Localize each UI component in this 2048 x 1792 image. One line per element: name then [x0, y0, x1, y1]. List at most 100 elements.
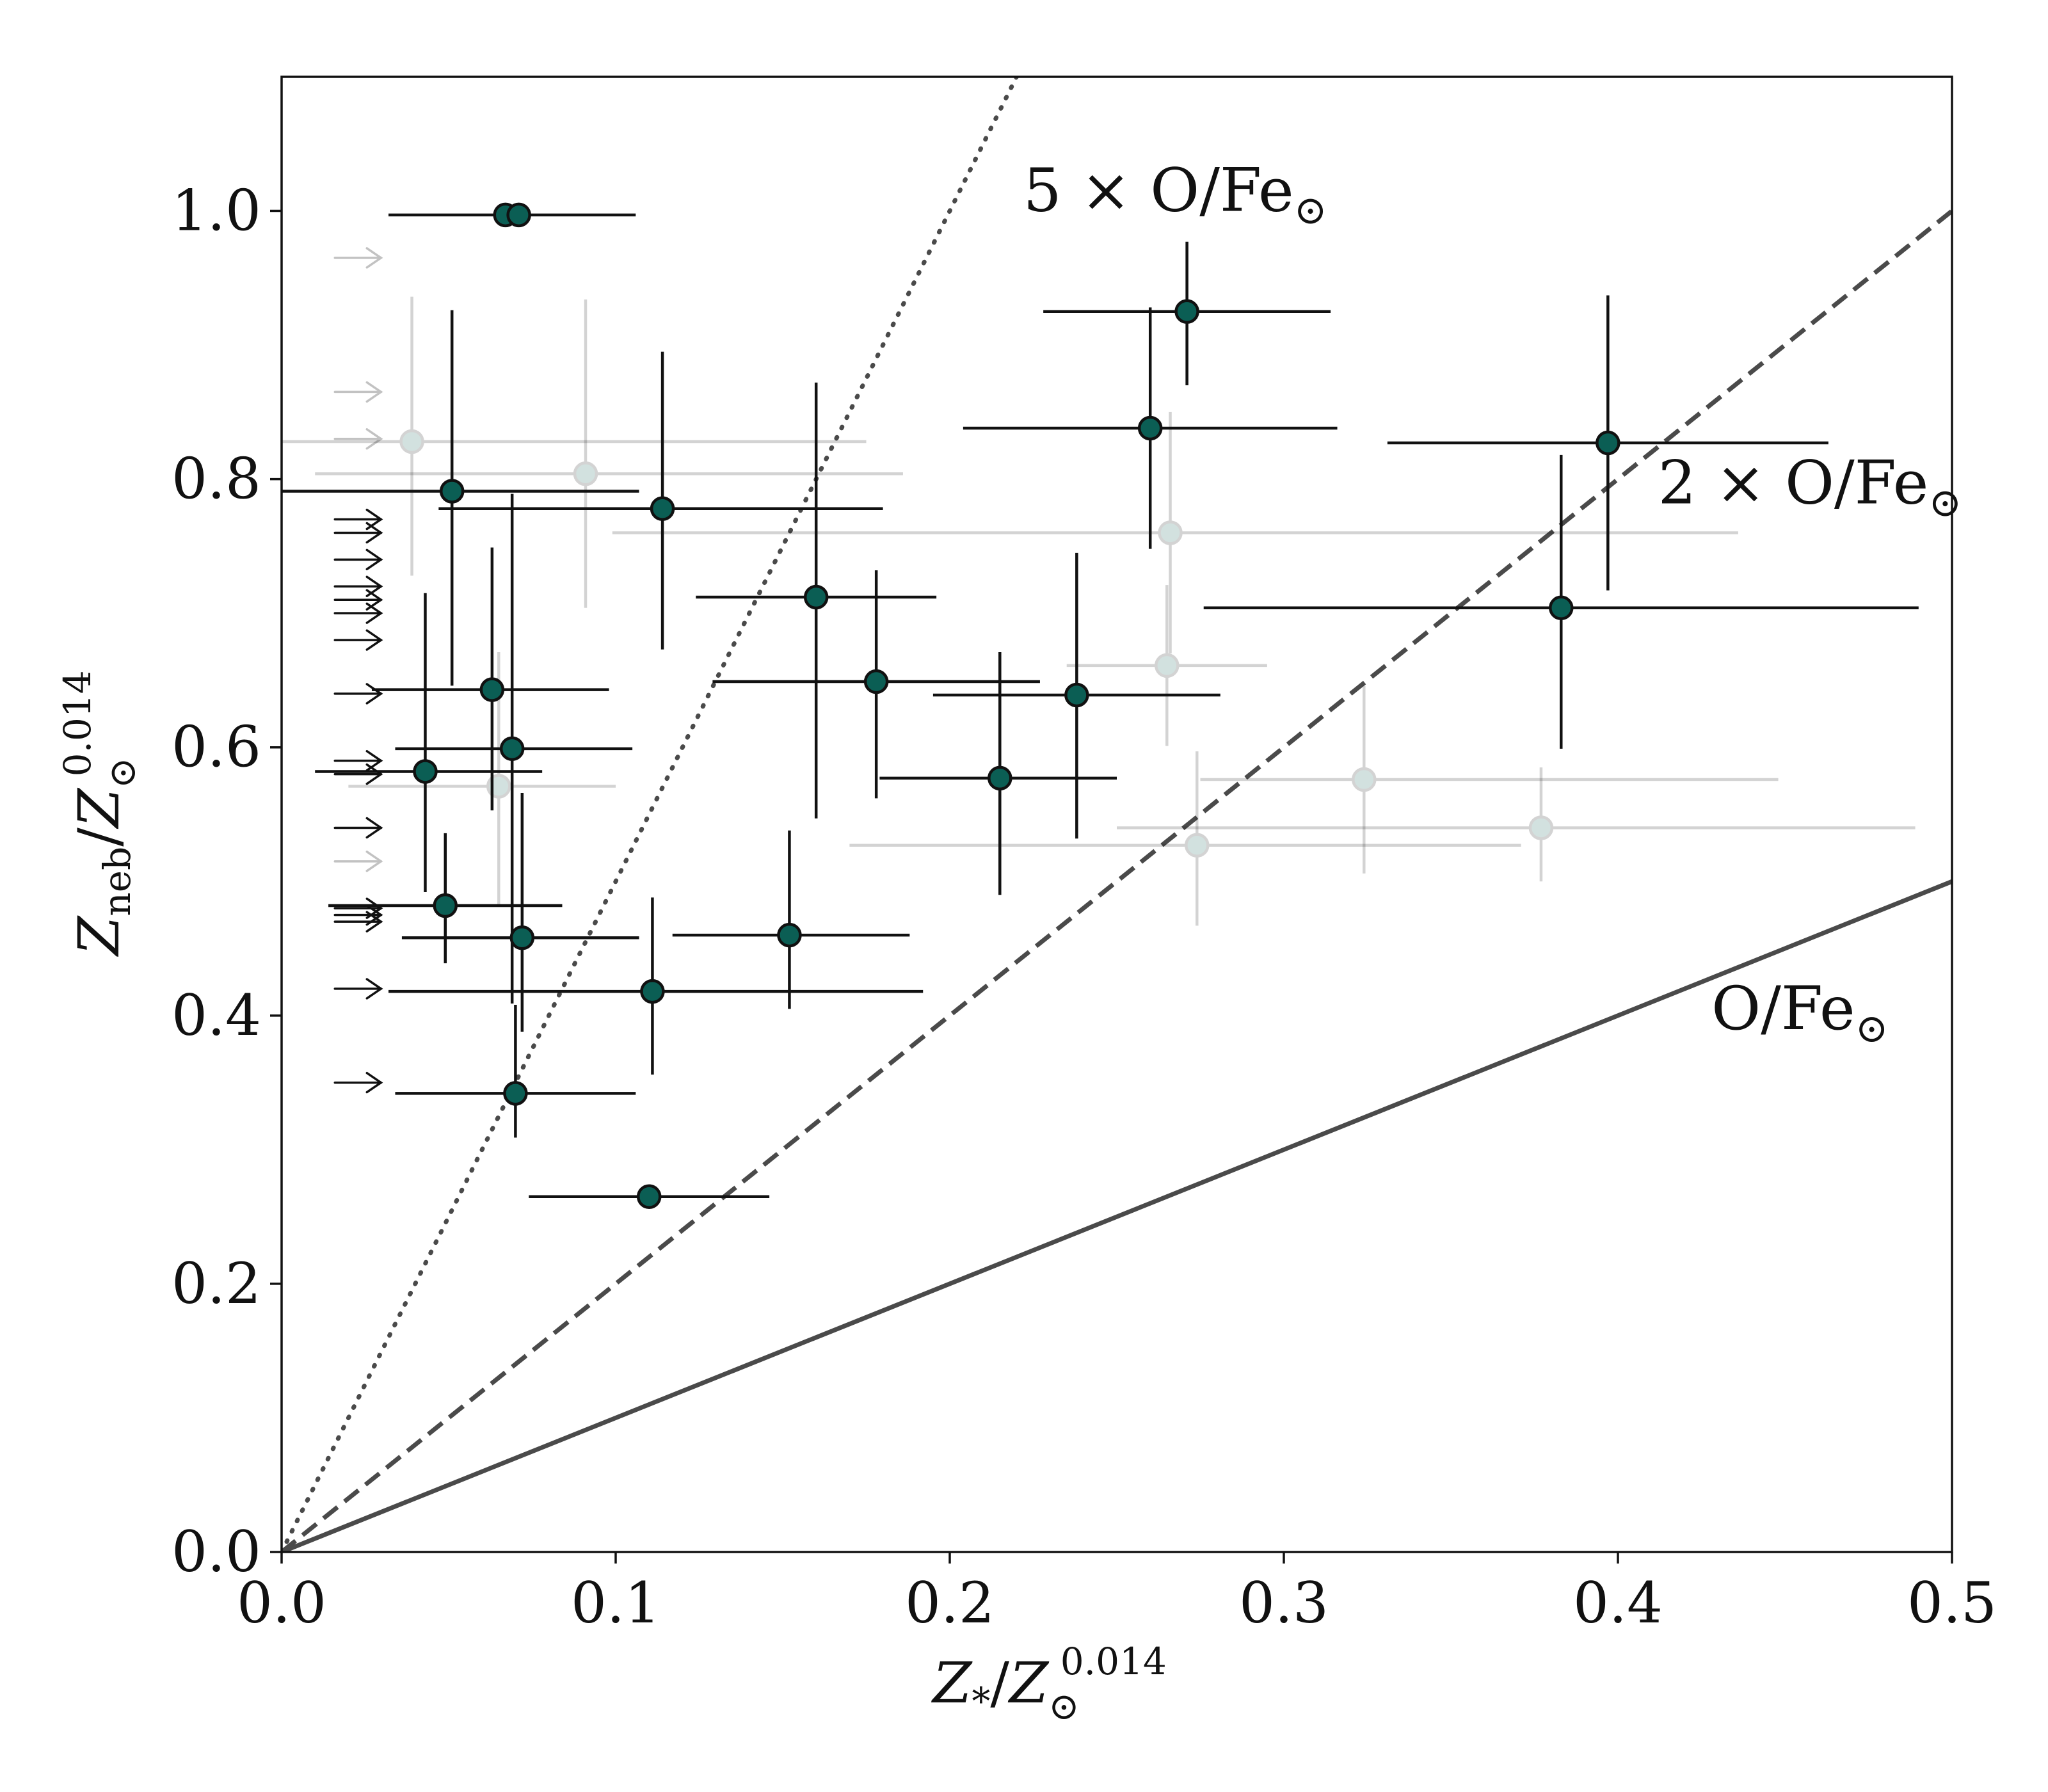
upper-limit-arrow — [333, 589, 383, 611]
arrow-head — [365, 247, 383, 269]
reference-line-solid — [282, 879, 1952, 1552]
y-tick-label: 1.0 — [172, 178, 261, 244]
svg-text:Zneb/Z⊙0.014: Zneb/Z⊙0.014 — [56, 670, 144, 957]
x-tick-label: 0.4 — [1573, 1570, 1663, 1636]
upper-limit-arrow — [333, 428, 383, 450]
data-point — [777, 922, 802, 948]
data-point — [636, 1184, 662, 1209]
y-tick-label: 0.6 — [172, 714, 261, 780]
faded-point — [849, 751, 1521, 926]
data-point — [640, 979, 665, 1004]
faded-point — [1200, 685, 1779, 874]
x-axis-ticks: 0.0 0.1 0.2 0.3 0.4 0.5 — [237, 1552, 1997, 1636]
arrow-head — [365, 978, 383, 1000]
arrow-head — [365, 381, 383, 403]
arrow-head — [365, 589, 383, 611]
data-point — [499, 736, 525, 762]
arrow-head — [365, 522, 383, 544]
reference-line-label: 5 × O/Fe⊙ — [1023, 156, 1327, 234]
faded-point — [612, 412, 1738, 654]
arrow-head — [365, 548, 383, 571]
data-point — [503, 1081, 528, 1106]
data-point — [399, 429, 424, 454]
data-point — [573, 461, 598, 486]
reference-line-dashed — [282, 209, 1952, 1552]
upper-limit-arrow — [333, 629, 383, 651]
data-point — [1185, 833, 1210, 858]
measured-point — [282, 310, 639, 686]
measured-point — [1203, 454, 1919, 749]
upper-limit-arrow — [333, 522, 383, 544]
y-tick-label: 0.2 — [172, 1251, 261, 1316]
x-axis-label: Z*/Z⊙0.014 — [931, 1640, 1167, 1728]
measured-point — [1043, 241, 1331, 385]
data-point — [1155, 653, 1180, 678]
x-tick-label: 0.3 — [1239, 1570, 1329, 1636]
y-tick-label: 0.4 — [172, 982, 261, 1048]
upper-limit-arrow — [333, 683, 383, 705]
arrow-head — [365, 1071, 383, 1094]
arrow-head — [365, 817, 383, 839]
measured-point — [388, 897, 924, 1075]
y-tick-label: 0.0 — [172, 1519, 261, 1585]
measured-point — [932, 552, 1220, 839]
x-tick-label: 0.5 — [1907, 1570, 1997, 1636]
measured-point — [1387, 295, 1828, 591]
measured-point — [672, 830, 910, 1009]
data-point — [433, 893, 458, 918]
data-point — [506, 202, 531, 228]
measured-point — [395, 493, 633, 1004]
upper-limit-arrow — [333, 548, 383, 571]
plot-frame — [280, 76, 1953, 1553]
data-point — [1528, 815, 1554, 840]
arrow-head — [365, 683, 383, 705]
data-point — [650, 496, 675, 521]
measured-point — [963, 307, 1338, 549]
measured-point — [315, 593, 543, 893]
measured-point — [371, 547, 609, 811]
reference-line-label: 2 × O/Fe⊙ — [1658, 448, 1962, 525]
arrow-head — [365, 428, 383, 450]
data-point — [1158, 520, 1183, 545]
x-tick-label: 0.2 — [905, 1570, 995, 1636]
data-point — [479, 677, 505, 702]
upper-limit-arrow — [333, 381, 383, 403]
measured-point — [395, 1005, 636, 1138]
measured-point — [879, 652, 1117, 895]
upper-limit-arrow — [333, 817, 383, 839]
data-point — [439, 479, 465, 504]
upper-limit-arrow — [333, 851, 383, 872]
data-point — [509, 925, 535, 950]
data-point — [1596, 430, 1620, 456]
upper-limit-arrow — [333, 247, 383, 269]
arrow-head — [365, 911, 383, 932]
upper-limit-arrow — [333, 1071, 383, 1094]
data-point — [1174, 299, 1199, 324]
upper-limit-arrows — [333, 247, 383, 1094]
faded-point — [315, 299, 903, 608]
data-point — [988, 765, 1012, 791]
reference-line-labels: O/Fe⊙ 2 × O/Fe⊙ 5 × O/Fe⊙ — [1023, 156, 1962, 1052]
y-tick-label: 0.8 — [172, 446, 261, 512]
upper-limit-arrow — [333, 763, 383, 785]
measured-point — [529, 1184, 770, 1209]
x-tick-label: 0.0 — [237, 1570, 326, 1636]
measured-point — [696, 382, 937, 819]
faded-point — [1066, 585, 1267, 746]
data-point — [863, 669, 889, 694]
x-tick-label: 0.1 — [571, 1570, 660, 1636]
faded-points — [282, 296, 1916, 926]
data-point — [1352, 767, 1377, 792]
measured-point — [506, 202, 531, 228]
upper-limit-arrow — [333, 508, 383, 531]
faded-point — [282, 296, 867, 576]
measured-points — [282, 202, 1919, 1209]
y-axis-label: Zneb/Z⊙0.014 — [56, 670, 144, 957]
upper-limit-arrow — [333, 749, 383, 772]
y-axis-ticks: 0.0 0.2 0.4 0.6 0.8 1.0 — [172, 178, 282, 1585]
data-point — [413, 759, 438, 784]
faded-point — [1117, 767, 1916, 882]
data-point — [803, 584, 829, 610]
upper-limit-arrow — [333, 575, 383, 598]
